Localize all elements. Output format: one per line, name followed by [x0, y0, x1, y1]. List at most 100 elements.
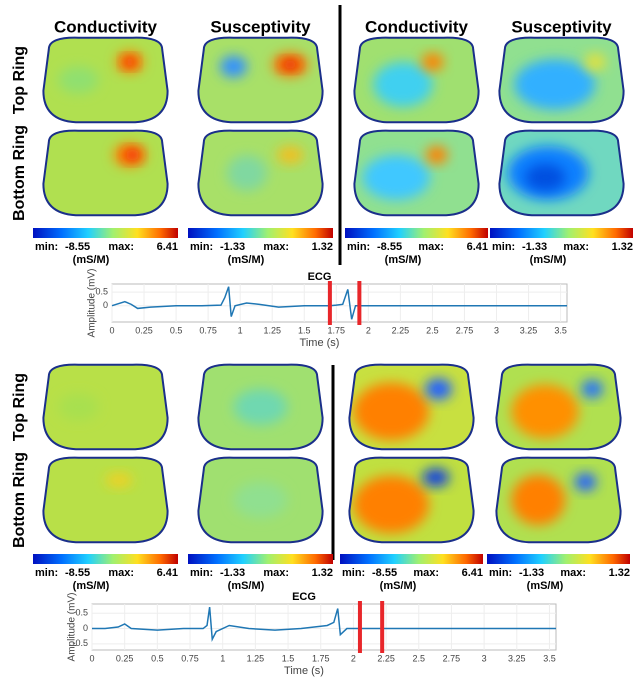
colorbar-unit: (mS/M): [530, 254, 567, 266]
eit-map: [193, 128, 328, 218]
x-tick-label: 2.25: [377, 653, 395, 663]
colorbar-max: 6.41: [462, 567, 483, 579]
colorbar-unit: (mS/M): [527, 580, 564, 592]
x-tick-label: 0.75: [181, 653, 199, 663]
x-tick-label: 2: [351, 653, 356, 663]
colorbar-unit: (mS/M): [385, 254, 422, 266]
y-axis-label: Amplitude (mV): [67, 593, 78, 662]
colorbar-min: -1.33: [220, 567, 245, 579]
x-tick-label: 3: [494, 325, 499, 335]
colorbar-unit: (mS/M): [228, 254, 265, 266]
map-fill: [38, 35, 173, 125]
map-blob: [511, 385, 579, 439]
eit-map: [491, 455, 626, 545]
colorbar-min-label: min:: [35, 241, 58, 253]
x-tick-label: 3.5: [554, 325, 567, 335]
map-blob: [353, 383, 429, 441]
colorbar: [345, 228, 488, 238]
map-blob: [282, 59, 298, 70]
colorbar: [188, 554, 333, 564]
map-blob: [514, 59, 595, 109]
colorbar-min-label: min:: [342, 567, 365, 579]
map-fill: [349, 35, 484, 125]
colorbar-min-label: min:: [35, 567, 58, 579]
map-blob: [234, 389, 288, 425]
colorbar-max-label: max:: [108, 241, 134, 253]
map-blob: [525, 164, 566, 191]
map-blob: [58, 67, 99, 94]
time-marker: [357, 281, 361, 325]
map-base: [193, 35, 328, 125]
x-tick-label: 2.25: [392, 325, 410, 335]
map-fill: [344, 362, 479, 452]
eit-map: [349, 35, 484, 125]
map-base: [38, 128, 173, 218]
map-fill: [494, 35, 629, 125]
y-axis-label: Amplitude (mV): [87, 269, 98, 338]
map-blob: [124, 149, 140, 162]
eit-map: [193, 35, 328, 125]
map-base: [38, 455, 173, 545]
eit-map: [494, 128, 629, 218]
map-blob: [422, 469, 449, 487]
x-axis-label: Time (s): [284, 665, 324, 677]
x-tick-label: 2.5: [413, 653, 426, 663]
eit-map: [494, 35, 629, 125]
colorbar-min: -1.33: [519, 567, 544, 579]
map-blob: [220, 56, 247, 78]
x-tick-label: 1.75: [312, 653, 330, 663]
colorbar-max: 1.32: [312, 241, 333, 253]
x-tick-label: 1: [220, 653, 225, 663]
x-axis-label: Time (s): [300, 337, 340, 349]
map-blob: [123, 57, 137, 68]
colorbar-min: -8.55: [65, 567, 90, 579]
eit-map: [344, 362, 479, 452]
colorbar-min-label: min:: [347, 241, 370, 253]
map-fill: [38, 362, 173, 452]
column-header: Susceptivity: [210, 17, 311, 36]
x-tick-label: 2: [366, 325, 371, 335]
colorbar-max-label: max:: [563, 241, 589, 253]
column-header: Conductivity: [54, 17, 157, 36]
row-label: Bottom Ring: [11, 125, 28, 221]
map-fill: [38, 455, 173, 545]
x-tick-label: 3.25: [508, 653, 526, 663]
colorbar-unit: (mS/M): [73, 580, 110, 592]
colorbar-min-label: min:: [489, 567, 512, 579]
eit-map: [38, 35, 173, 125]
colorbar: [490, 228, 633, 238]
colorbar: [487, 554, 630, 564]
colorbar-max: 6.41: [157, 567, 178, 579]
map-fill: [344, 455, 479, 545]
map-fill: [491, 455, 626, 545]
colorbar-max-label: max:: [263, 567, 289, 579]
x-tick-label: 1.5: [298, 325, 311, 335]
eit-map: [38, 128, 173, 218]
x-tick-label: 0.5: [170, 325, 183, 335]
x-tick-label: 1.25: [263, 325, 281, 335]
eit-map: [38, 455, 173, 545]
x-tick-label: 3.5: [543, 653, 556, 663]
map-blob: [575, 473, 597, 491]
colorbar-max-label: max:: [418, 241, 444, 253]
y-tick-label: 0: [103, 300, 108, 310]
x-tick-label: 0: [109, 325, 114, 335]
colorbar-min-label: min:: [190, 567, 213, 579]
x-tick-label: 3.25: [520, 325, 538, 335]
eit-map: [344, 455, 479, 545]
map-fill: [193, 455, 328, 545]
x-tick-label: 0.5: [151, 653, 164, 663]
eit-map: [193, 362, 328, 452]
map-fill: [349, 128, 484, 218]
map-blob: [373, 62, 432, 107]
map-blob: [422, 53, 444, 71]
colorbar-min-label: min:: [492, 241, 515, 253]
x-tick-label: 1.5: [282, 653, 295, 663]
colorbar-min: -1.33: [522, 241, 547, 253]
plot-area: [92, 604, 556, 650]
map-blob: [363, 155, 431, 200]
y-tick-label: 0: [83, 623, 88, 633]
chart-title: ECG: [292, 591, 316, 603]
chart-title: ECG: [308, 271, 332, 283]
colorbar-max: 1.32: [612, 241, 633, 253]
